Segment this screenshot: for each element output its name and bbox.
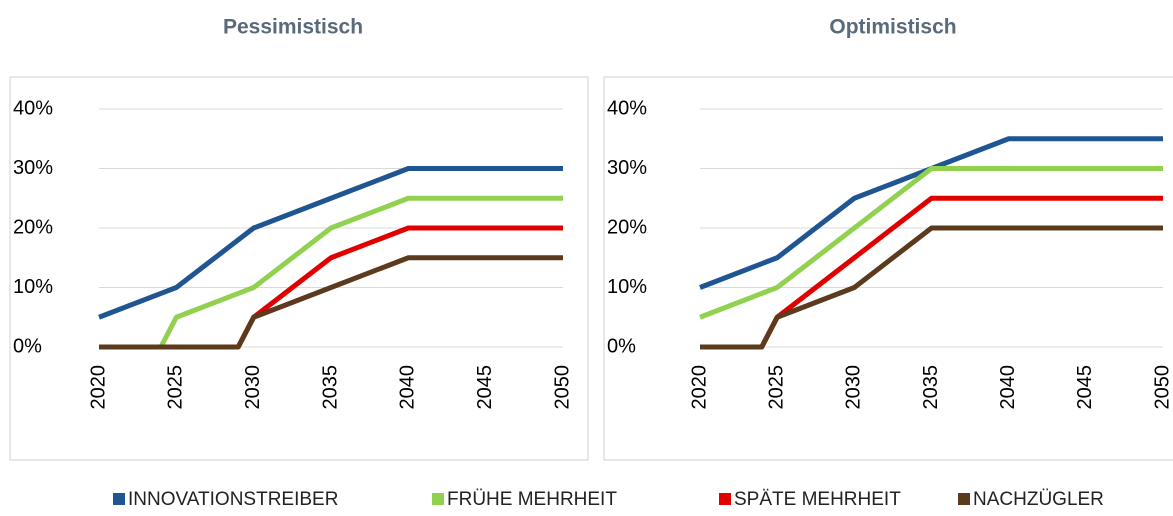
x-tick-label: 2030 — [843, 365, 865, 410]
chart-title: Pessimistisch — [223, 16, 363, 39]
series-line — [700, 225, 1163, 350]
x-tick-label: 2050 — [1151, 365, 1173, 410]
y-tick-label: 40% — [607, 97, 647, 119]
x-tick-label: 2030 — [242, 365, 264, 410]
x-tick-label: 2025 — [165, 365, 187, 410]
legend-swatch — [719, 493, 731, 505]
y-tick-label: 40% — [13, 97, 53, 119]
legend-swatch — [113, 493, 125, 505]
x-tick-label: 2035 — [319, 365, 341, 410]
legend-label: INNOVATIONSTREIBER — [128, 489, 338, 510]
legend-label: NACHZÜGLER — [973, 489, 1104, 510]
y-tick-label: 0% — [607, 335, 636, 357]
legend-label: SPÄTE MEHRHEIT — [734, 489, 901, 510]
x-tick-label: 2050 — [551, 365, 573, 410]
x-tick-label: 2040 — [397, 365, 419, 410]
y-tick-label: 10% — [607, 276, 647, 298]
legend-swatch — [432, 493, 444, 505]
series-line — [98, 166, 563, 320]
chart-title: Optimistisch — [829, 16, 956, 39]
x-tick-label: 2035 — [920, 365, 942, 410]
x-tick-label: 2020 — [688, 365, 710, 410]
y-tick-label: 20% — [13, 216, 53, 238]
y-tick-label: 10% — [13, 276, 53, 298]
y-tick-label: 30% — [607, 157, 647, 179]
y-tick-label: 30% — [13, 157, 53, 179]
series-line — [99, 195, 563, 350]
x-tick-label: 2025 — [765, 365, 787, 410]
x-tick-label: 2045 — [1074, 365, 1096, 410]
legend-swatch — [958, 493, 970, 505]
series-line — [699, 136, 1163, 290]
legend-label: FRÜHE MEHRHEIT — [447, 489, 617, 510]
series-line — [99, 255, 563, 350]
y-tick-label: 0% — [13, 335, 42, 357]
x-tick-label: 2045 — [474, 365, 496, 410]
y-tick-label: 20% — [607, 216, 647, 238]
chart-frame — [9, 76, 589, 461]
x-tick-label: 2020 — [87, 365, 109, 410]
series-line — [699, 166, 1163, 320]
x-tick-label: 2040 — [997, 365, 1019, 410]
